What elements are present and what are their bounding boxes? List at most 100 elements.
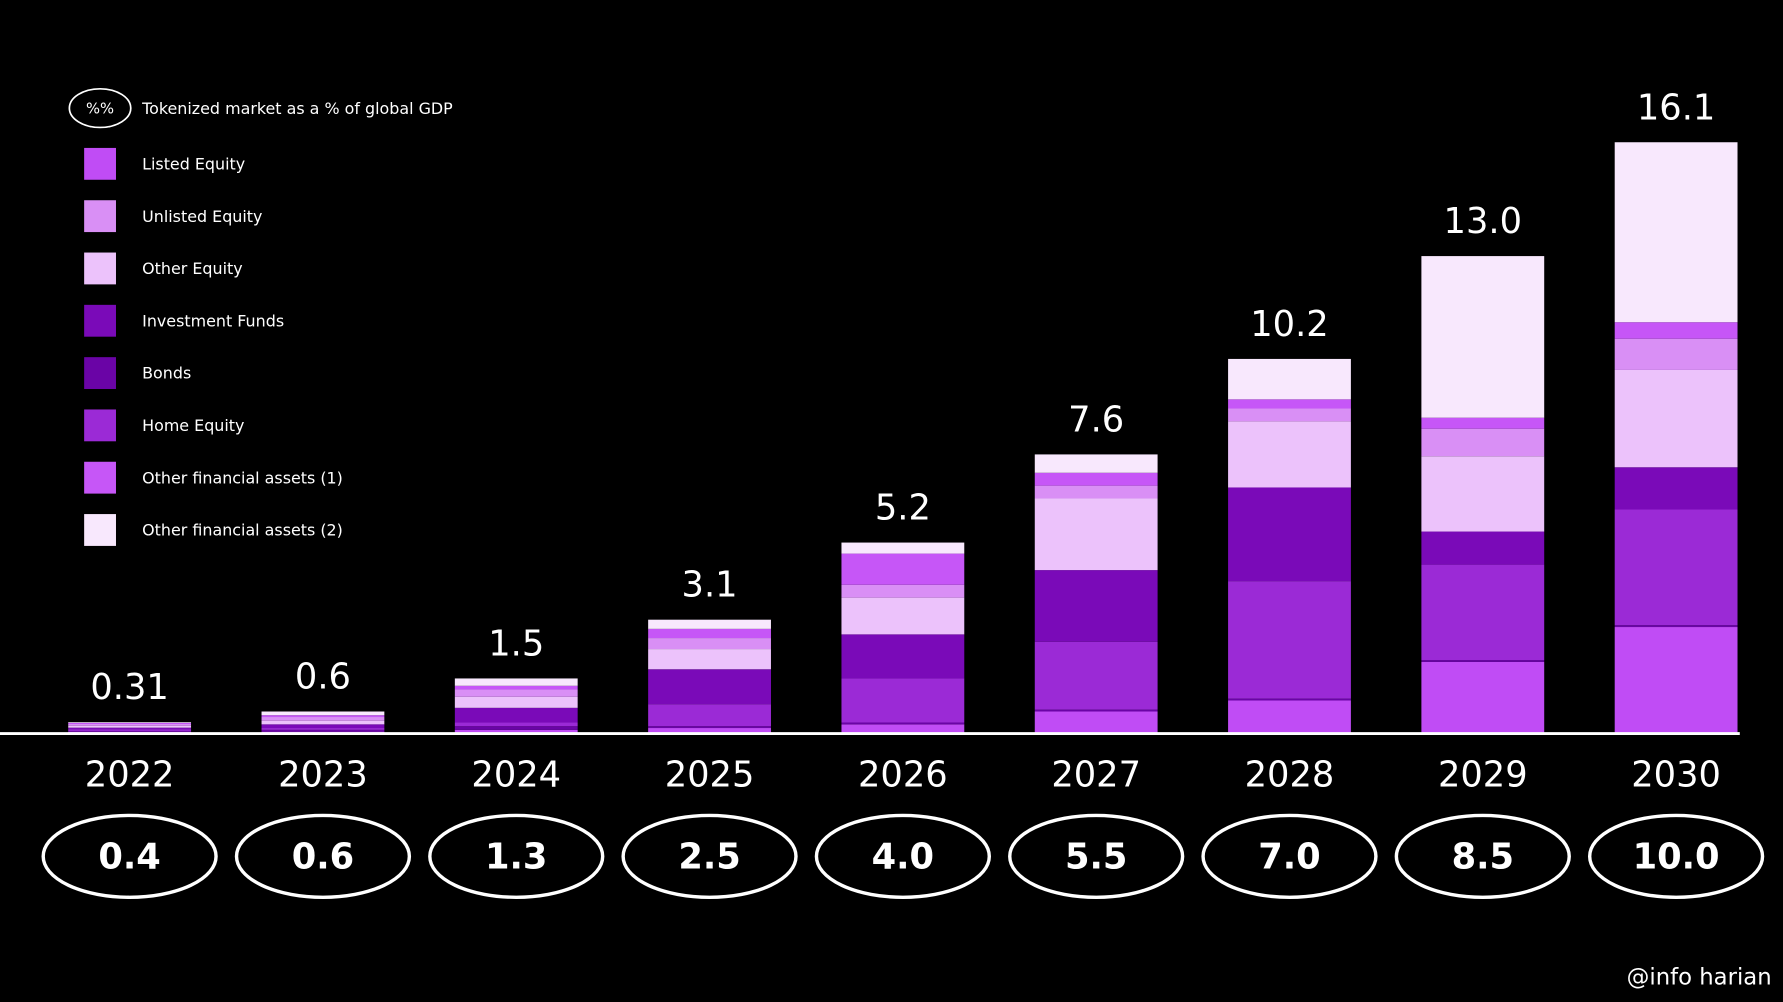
total-label: 5.2 (875, 488, 931, 529)
bar-segment (1034, 472, 1158, 486)
bar-segment (1228, 421, 1351, 488)
bar-segment (454, 726, 578, 730)
gdp-oval (428, 813, 605, 899)
legend-oval (68, 87, 132, 129)
bar-segment (1614, 627, 1738, 734)
bar-segment (1034, 485, 1158, 499)
bar-segment (261, 715, 385, 718)
legend-swatch (84, 200, 116, 233)
gdp-share-label: 10.0 (1633, 837, 1720, 878)
legend-swatch (84, 409, 116, 442)
legend-text: Bonds (142, 364, 191, 383)
bar-segment (1228, 487, 1351, 582)
bar-segment (1228, 698, 1351, 701)
gdp-oval (1394, 813, 1571, 899)
bar-segment (1421, 564, 1545, 661)
legend-text: Other financial assets (1) (142, 468, 343, 487)
legend-swatch (84, 461, 116, 494)
bar-segment (648, 704, 771, 727)
gdp-share-label: 4.0 (872, 837, 934, 878)
gdp-oval (621, 813, 798, 899)
bar-segment (1421, 661, 1545, 734)
bar-segment (261, 720, 385, 725)
bar-segment (1421, 417, 1545, 429)
bar-segment (68, 725, 192, 728)
bar-segment (68, 722, 192, 724)
x-tick-label: 2027 (1051, 755, 1141, 796)
gdp-oval (1201, 813, 1378, 899)
bar-segment (1034, 711, 1158, 734)
bar-segment (841, 584, 965, 598)
bar-segment (1034, 570, 1158, 642)
gdp-share-label: 8.5 (1452, 837, 1514, 878)
bar-segment (261, 717, 385, 721)
bar-segment (648, 619, 771, 629)
legend-oval-text: %% (86, 100, 114, 117)
gdp-oval (234, 813, 412, 899)
x-tick-label: 2025 (665, 755, 755, 796)
gdp-share-label: 1.3 (485, 837, 547, 878)
bar-segment (1614, 338, 1738, 370)
bar-segment (648, 669, 771, 705)
bar-segment (454, 678, 578, 686)
legend-swatch (84, 357, 116, 389)
gdp-oval (41, 813, 218, 899)
bar-segment (1034, 709, 1158, 712)
bar-segment (1034, 641, 1158, 710)
watermark: @info harian (1627, 965, 1772, 991)
bar-segment (1421, 256, 1545, 418)
legend-swatch (84, 514, 116, 546)
bar-segment (648, 628, 771, 639)
x-tick-label: 2022 (85, 755, 175, 796)
legend-text: Home Equity (142, 416, 244, 435)
bar-segment (1228, 700, 1351, 734)
bar-segment (1614, 369, 1738, 468)
bar-segment (261, 711, 385, 716)
bar-segment (1421, 531, 1545, 565)
bar-segment (1614, 625, 1738, 628)
bar-segment (1228, 408, 1351, 422)
bar-segment (841, 678, 965, 723)
legend-text: Other financial assets (2) (142, 521, 343, 540)
bar-segment (1614, 322, 1738, 339)
legend-text: Unlisted Equity (142, 207, 262, 226)
bar-segment (841, 634, 965, 679)
bar-segment (454, 696, 578, 708)
bar-segment (1228, 399, 1351, 409)
gdp-oval (1587, 813, 1765, 899)
x-tick-label: 2023 (278, 755, 368, 796)
legend-text: Investment Funds (142, 311, 284, 330)
legend-swatch (84, 147, 116, 180)
bar-segment (648, 726, 771, 729)
legend-text: Other Equity (142, 259, 243, 278)
gdp-share-label: 0.4 (98, 837, 160, 878)
gdp-share-label: 7.0 (1258, 837, 1320, 878)
x-tick-label: 2028 (1245, 755, 1335, 796)
bar-segment (1228, 358, 1351, 400)
total-label: 16.1 (1637, 87, 1716, 128)
bar-segment (68, 727, 192, 730)
total-label: 3.1 (682, 565, 738, 606)
bar-segment (1614, 509, 1738, 626)
x-tick-label: 2026 (858, 755, 948, 796)
legend-swatch (84, 304, 116, 337)
bar-segment (454, 689, 578, 697)
bar-segment (454, 685, 578, 690)
bar-segment (1421, 428, 1545, 457)
x-tick-label: 2029 (1438, 755, 1528, 796)
gdp-share-label: 2.5 (678, 837, 740, 878)
bar-segment (648, 638, 771, 650)
gdp-share-label: 5.5 (1065, 837, 1127, 878)
bar-segment (68, 729, 192, 731)
bar-segment (841, 553, 965, 585)
bar-segment (841, 542, 965, 554)
bar-segment (261, 724, 385, 729)
legend-swatch (84, 252, 116, 285)
bar-segment (68, 722, 192, 723)
legend-text: Listed Equity (142, 154, 245, 173)
bar-segment (1228, 581, 1351, 699)
total-label: 0.31 (90, 667, 169, 708)
bar-segment (841, 722, 965, 725)
